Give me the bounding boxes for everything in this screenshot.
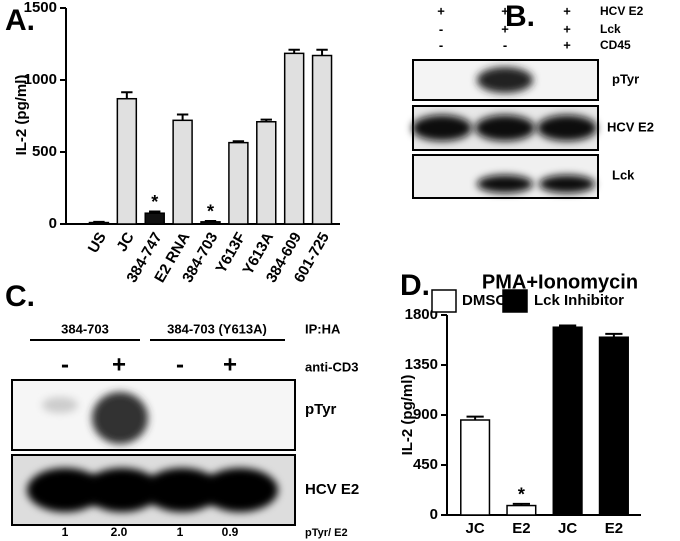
sign: +: [563, 37, 571, 52]
panel-label: C.: [5, 280, 35, 313]
condition-label: HCV E2: [600, 4, 644, 18]
blot-c: [11, 339, 296, 526]
error-bar: [512, 502, 530, 506]
annotation: *: [207, 202, 214, 222]
x-tick-label: US: [85, 229, 110, 256]
bar: [283, 52, 305, 225]
ratio: 1: [177, 525, 184, 539]
x-tick-label: JC: [466, 520, 485, 537]
sign: +: [501, 3, 509, 18]
sign: +: [437, 3, 445, 18]
x-tick-label: E2: [512, 520, 530, 537]
ip-label: IP:HA: [305, 321, 341, 336]
sign: -: [503, 37, 507, 52]
annotation: *: [151, 192, 158, 212]
condition-label: CD45: [600, 38, 631, 52]
error-bar: [288, 48, 300, 54]
annotation: *: [518, 485, 525, 505]
error-bar: [260, 118, 272, 122]
y-tick-label: 1000: [24, 71, 57, 88]
sign: -: [439, 37, 443, 52]
sign: -: [439, 21, 443, 36]
error-bar: [559, 324, 577, 328]
legend-swatch: [431, 289, 457, 313]
x-tick-label: JC: [558, 520, 577, 537]
sign: +: [563, 21, 571, 36]
y-tick-label: 0: [430, 506, 438, 523]
y-tick-label: 1500: [24, 0, 57, 16]
chart-title: PMA+Ionomycin: [482, 271, 638, 293]
error-bar: [232, 140, 245, 143]
bar: [172, 119, 193, 225]
sign: +: [223, 351, 237, 378]
legend-label: DMSO: [462, 292, 507, 309]
treatment-label: anti-CD3: [305, 359, 358, 374]
ratio: 2.0: [111, 525, 128, 539]
group-label: 384-703 (Y613A): [167, 321, 267, 336]
sign: -: [61, 351, 69, 378]
error-bar: [204, 219, 217, 222]
sign: +: [501, 21, 509, 36]
group-label: 384-703: [61, 321, 109, 336]
y-tick-label: 900: [413, 406, 438, 423]
panel-label: D.: [400, 269, 430, 302]
sign: +: [112, 351, 126, 378]
panel-label: B.: [505, 0, 535, 33]
ratio: 1: [62, 525, 69, 539]
bar: [460, 419, 491, 516]
y-axis-title: IL-2 (pg/ml): [399, 375, 416, 456]
blot-label: HCV E2: [607, 119, 654, 134]
error-bar: [316, 48, 328, 56]
bar: [228, 141, 249, 225]
bar: [200, 221, 221, 225]
bar: [311, 54, 333, 225]
bar: [598, 336, 629, 516]
bar: [552, 326, 583, 516]
error-bar: [176, 113, 189, 121]
blot-label: pTyr: [612, 71, 639, 86]
y-tick-label: 1350: [405, 356, 438, 373]
blot-label: HCV E2: [305, 481, 359, 498]
x-tick-label: JC: [113, 229, 137, 254]
error-bar: [121, 91, 133, 99]
sign: -: [176, 351, 184, 378]
y-tick-label: 500: [32, 143, 57, 160]
condition-label: Lck: [600, 22, 621, 36]
y-tick-label: 1800: [405, 306, 438, 323]
bar: [116, 97, 138, 225]
x-tick-label: E2: [605, 520, 623, 537]
error-bar: [149, 210, 161, 214]
legend-swatch: [502, 289, 528, 313]
bar: [256, 121, 277, 225]
bar: [144, 212, 165, 225]
legend-label: Lck Inhibitor: [534, 292, 624, 309]
error-bar: [466, 415, 484, 420]
blot-label: Lck: [612, 167, 635, 182]
y-tick-label: 0: [49, 215, 57, 232]
panel-label: A.: [5, 4, 35, 37]
error-bar: [605, 332, 623, 338]
blot-label: pTyr: [305, 401, 337, 418]
blot-b: [412, 59, 599, 199]
bar: [506, 504, 537, 516]
sign: +: [563, 3, 571, 18]
error-bar: [93, 220, 105, 223]
y-axis-title: IL-2 (pg/ml): [13, 75, 30, 156]
y-tick-label: 450: [413, 456, 438, 473]
ratio: 0.9: [222, 525, 239, 539]
ratio-label: pTyr/ E2: [305, 527, 348, 539]
